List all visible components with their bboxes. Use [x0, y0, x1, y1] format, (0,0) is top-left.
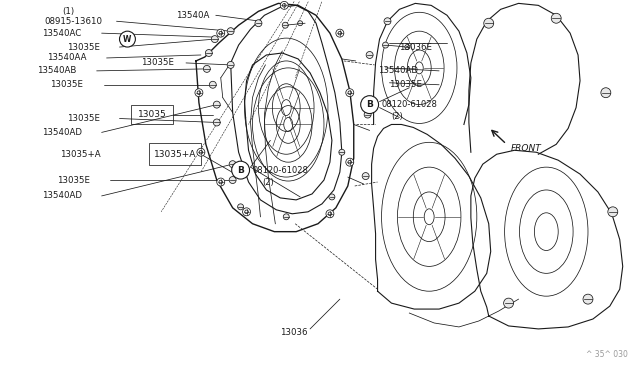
Circle shape	[280, 1, 288, 9]
Circle shape	[484, 18, 493, 28]
Circle shape	[329, 194, 335, 200]
Circle shape	[348, 91, 351, 94]
Text: B: B	[366, 100, 373, 109]
Text: 13035E: 13035E	[57, 176, 90, 185]
Text: 13540A: 13540A	[176, 11, 209, 20]
Circle shape	[217, 29, 225, 37]
Circle shape	[213, 119, 220, 126]
Text: 13035E: 13035E	[50, 80, 83, 89]
Text: ^ 35^ 030: ^ 35^ 030	[586, 350, 628, 359]
Circle shape	[195, 89, 203, 97]
Circle shape	[209, 81, 216, 88]
Circle shape	[361, 96, 378, 113]
Circle shape	[336, 29, 344, 37]
Circle shape	[219, 31, 223, 35]
Text: FRONT: FRONT	[511, 144, 541, 153]
Text: 13035E: 13035E	[67, 42, 100, 52]
Text: 08120-61028: 08120-61028	[253, 166, 308, 174]
Circle shape	[243, 208, 250, 216]
Circle shape	[284, 214, 289, 220]
Circle shape	[405, 45, 410, 49]
Text: W: W	[124, 35, 132, 44]
Text: 13035+A: 13035+A	[154, 150, 196, 159]
Text: 13035E: 13035E	[141, 58, 174, 67]
Circle shape	[205, 49, 212, 57]
Circle shape	[384, 18, 391, 25]
Circle shape	[227, 61, 234, 68]
Text: 13540AA: 13540AA	[47, 54, 86, 62]
Circle shape	[213, 101, 220, 108]
Circle shape	[348, 160, 351, 164]
Text: 13540AD: 13540AD	[378, 66, 417, 76]
Text: 13035E: 13035E	[390, 80, 422, 89]
Text: 13035+A: 13035+A	[60, 150, 100, 159]
Circle shape	[362, 173, 369, 180]
Circle shape	[339, 149, 345, 155]
Circle shape	[197, 91, 201, 94]
Circle shape	[583, 294, 593, 304]
Text: 13035E: 13035E	[67, 114, 100, 123]
Circle shape	[282, 22, 288, 28]
Circle shape	[244, 210, 248, 214]
Circle shape	[346, 158, 354, 166]
FancyBboxPatch shape	[149, 143, 201, 165]
Circle shape	[217, 178, 225, 186]
Text: 08915-13610: 08915-13610	[44, 17, 102, 26]
Circle shape	[298, 21, 303, 26]
Circle shape	[120, 31, 136, 47]
Text: 13540AD: 13540AD	[42, 192, 82, 201]
Circle shape	[608, 207, 618, 217]
Circle shape	[346, 89, 354, 97]
Text: 13036: 13036	[280, 328, 308, 337]
Text: 08120-61028: 08120-61028	[381, 100, 437, 109]
Text: 13540AB: 13540AB	[37, 66, 77, 76]
Circle shape	[237, 204, 244, 210]
Text: (2): (2)	[262, 177, 274, 186]
Circle shape	[338, 31, 342, 35]
Circle shape	[255, 20, 262, 27]
Circle shape	[366, 51, 373, 58]
Text: (2): (2)	[392, 112, 403, 121]
Text: (1): (1)	[62, 7, 74, 16]
Circle shape	[601, 88, 611, 98]
Circle shape	[364, 111, 371, 118]
Circle shape	[551, 13, 561, 23]
Circle shape	[219, 180, 223, 184]
Text: 13540AC: 13540AC	[42, 29, 81, 38]
Text: 13036E: 13036E	[399, 42, 433, 52]
Circle shape	[229, 177, 236, 183]
Circle shape	[211, 36, 218, 42]
Circle shape	[232, 161, 250, 179]
Circle shape	[504, 298, 513, 308]
Circle shape	[383, 42, 388, 48]
Circle shape	[204, 65, 211, 73]
Circle shape	[328, 212, 332, 216]
FancyBboxPatch shape	[131, 105, 173, 125]
Text: 13035: 13035	[138, 110, 166, 119]
Circle shape	[282, 4, 286, 7]
Circle shape	[227, 28, 234, 35]
Circle shape	[229, 161, 236, 168]
Circle shape	[326, 210, 334, 218]
Circle shape	[199, 150, 203, 154]
Text: B: B	[237, 166, 244, 174]
Circle shape	[197, 148, 205, 156]
Text: 13540AD: 13540AD	[42, 128, 82, 137]
